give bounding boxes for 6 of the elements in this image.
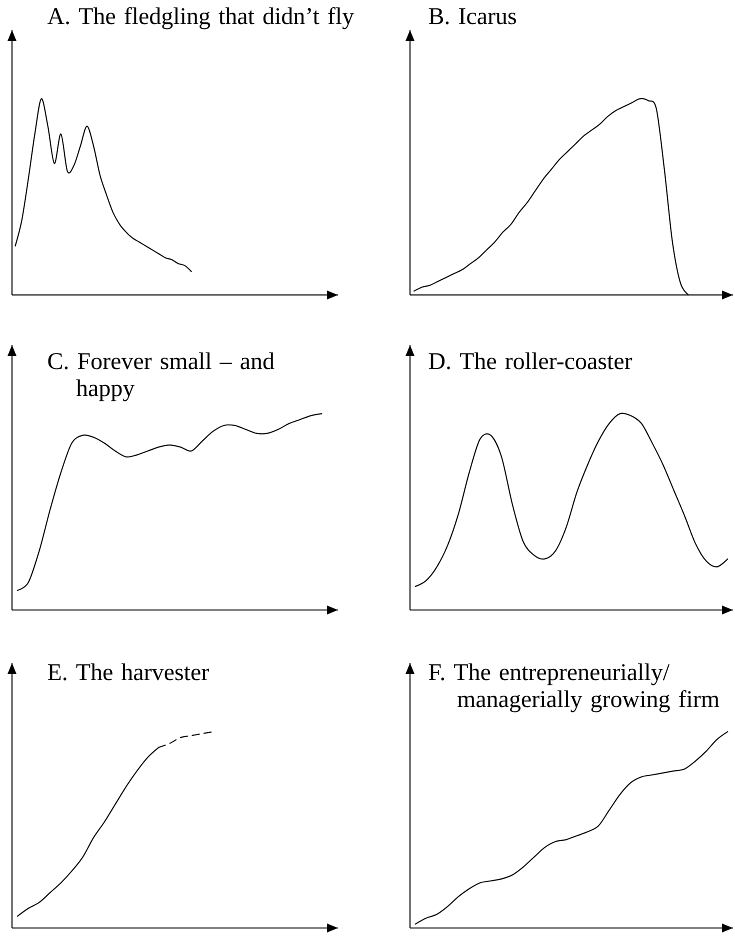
chart-title: E. The harvester — [48, 663, 209, 680]
chart-title: A. The fledgling that didn’t fly — [47, 7, 354, 30]
chart-title: F. The entrepreneurially/managerially growing firm — [428, 663, 720, 712]
chart-title: B. Icarus — [428, 8, 516, 24]
chart-title: D. The roller-coaster — [428, 352, 632, 370]
chart-title: C. Forever small – and happy — [48, 352, 274, 402]
